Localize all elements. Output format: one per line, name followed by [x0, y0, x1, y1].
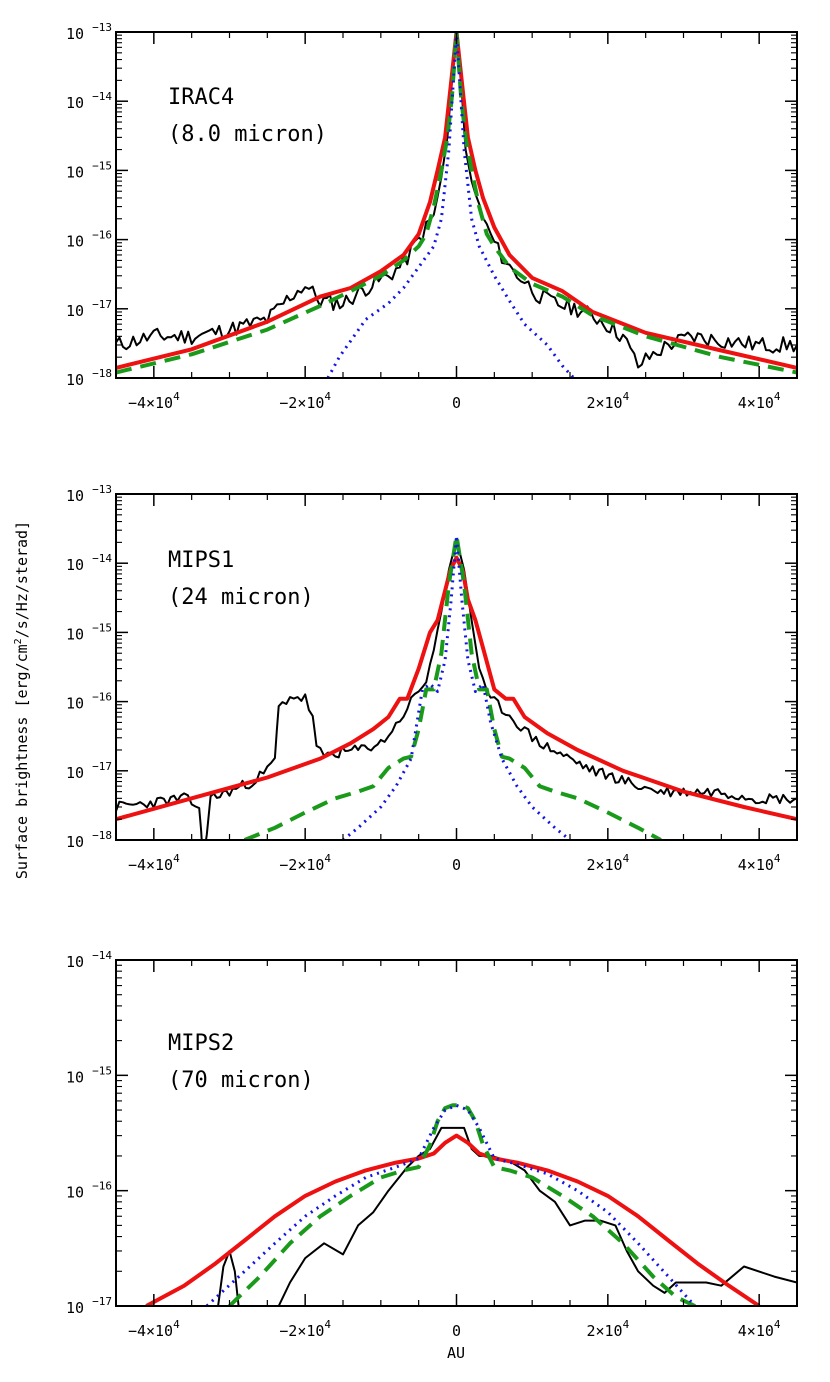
y-tick-label: 10 — [66, 625, 84, 643]
y-tick-exponent: −16 — [92, 229, 112, 242]
annotation-wavelength: (70 micron) — [168, 1068, 314, 1093]
x-tick-label: 0 — [452, 1322, 461, 1340]
x-tick-label: −4×104 — [128, 1318, 180, 1340]
x-tick-label: −2×104 — [279, 1318, 331, 1340]
model-dashed-line — [116, 32, 797, 375]
x-tick-label: −2×104 — [279, 390, 331, 412]
y-tick-label: 10 — [66, 233, 84, 251]
y-tick-exponent: −17 — [92, 298, 112, 311]
y-tick-exponent: −16 — [92, 691, 112, 704]
y-tick-label: 10 — [66, 1299, 84, 1317]
y-tick-label: 10 — [66, 764, 84, 782]
panel-irac4: −4×104 −2×104 0 2×104 4×104 10 −18 10 −17 10 −16 10… — [66, 21, 798, 412]
plot-area-mips1 — [116, 533, 797, 840]
y-tick-label: 10 — [66, 1184, 84, 1202]
x-tick-label: −4×104 — [128, 852, 180, 874]
x-tick-label: −2×104 — [279, 852, 331, 874]
x-tick-label: −4×104 — [128, 390, 180, 412]
x-tick-label: 4×104 — [738, 852, 781, 874]
x-axis-label: AU — [447, 1344, 465, 1362]
model-dotted-line — [205, 1103, 697, 1306]
y-tick-exponent: −14 — [92, 552, 112, 565]
y-tick-exponent: −17 — [92, 760, 112, 773]
y-tick-exponent: −14 — [92, 949, 112, 962]
y-tick-exponent: −17 — [92, 1295, 112, 1308]
y-axis-label: Surface brightness [erg/cm2/s/Hz/sterad] — [13, 521, 31, 879]
y-tick-exponent: −18 — [92, 367, 112, 380]
y-axis-label-pre: Surface brightness [erg/cm — [13, 644, 31, 880]
y-axis-label-sup: 2 — [13, 638, 24, 645]
model-total-line — [116, 32, 797, 370]
model-dashed-line — [243, 533, 662, 840]
annotation-wavelength: (8.0 micron) — [168, 122, 327, 147]
y-tick-label: 10 — [66, 1068, 84, 1086]
x-tick-label: 4×104 — [738, 390, 781, 412]
x-tick-label: 2×104 — [586, 1318, 629, 1340]
y-tick-label: 10 — [66, 371, 84, 389]
annotation-wavelength: (24 micron) — [168, 585, 314, 610]
y-tick-label: 10 — [66, 94, 84, 112]
y-tick-exponent: −15 — [92, 159, 112, 172]
y-tick-exponent: −15 — [92, 621, 112, 634]
annotation-band: MIPS2 — [168, 1031, 234, 1056]
plot-area-mips2 — [145, 1103, 797, 1306]
plot-area-irac4 — [116, 32, 797, 378]
model-dotted-line — [342, 534, 571, 840]
observed-profile-line — [277, 1126, 797, 1306]
x-tick-label: 0 — [452, 394, 461, 412]
y-tick-exponent: −16 — [92, 1180, 112, 1193]
x-tick-label: 0 — [452, 856, 461, 874]
x-tick-label: 2×104 — [586, 390, 629, 412]
y-tick-label: 10 — [66, 302, 84, 320]
y-tick-exponent: −18 — [92, 829, 112, 842]
y-tick-label: 10 — [66, 833, 84, 851]
y-tick-label: 10 — [66, 25, 84, 43]
panel-mips2: −4×104 −2×104 0 2×104 4×104 10 −17 10 −16 10 −15 10… — [66, 949, 798, 1340]
y-tick-exponent: −14 — [92, 90, 112, 103]
y-tick-label: 10 — [66, 953, 84, 971]
y-tick-exponent: −13 — [92, 21, 112, 34]
y-axis-label-post: /s/Hz/sterad] — [13, 520, 31, 639]
x-tick-label: 4×104 — [738, 1318, 781, 1340]
y-tick-exponent: −13 — [92, 483, 112, 496]
plot-frame — [115, 959, 798, 1307]
y-tick-exponent: −15 — [92, 1064, 112, 1077]
annotation-band: MIPS1 — [168, 548, 234, 573]
y-tick-label: 10 — [66, 695, 84, 713]
observed-profile-line — [116, 32, 797, 369]
y-tick-label: 10 — [66, 163, 84, 181]
annotation-band: IRAC4 — [168, 85, 234, 110]
model-total-line — [116, 555, 797, 822]
y-tick-label: 10 — [66, 487, 84, 505]
y-tick-label: 10 — [66, 556, 84, 574]
model-total-line — [145, 1133, 761, 1306]
panel-mips1: −4×104 −2×104 0 2×104 4×104 10 −18 10 −17 10 −16 10… — [66, 483, 798, 874]
x-tick-label: 2×104 — [586, 852, 629, 874]
